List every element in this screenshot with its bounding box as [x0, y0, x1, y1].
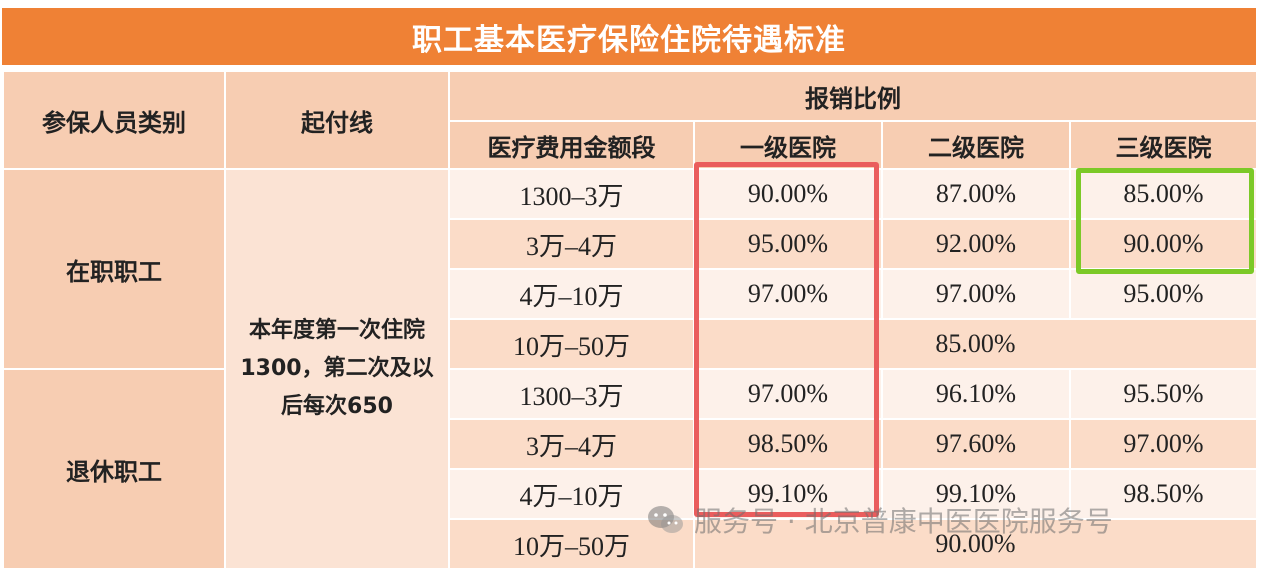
level2-cell: 97.00%	[881, 268, 1071, 320]
level1-cell: 90.00%	[693, 168, 883, 220]
range-cell: 4万–10万	[448, 268, 695, 320]
level1-cell: 98.50%	[693, 418, 883, 470]
insurance-table: 参保人员类别 起付线 报销比例 医疗费用金额段 一级医院 二级医院 三级医院 在…	[2, 70, 1258, 570]
range-cell: 1300–3万	[448, 368, 695, 420]
range-cell: 3万–4万	[448, 418, 695, 470]
level3-cell: 90.00%	[1069, 218, 1258, 270]
table-row: 在职职工 本年度第一次住院1300，第二次及以后每次650 1300–3万 90…	[2, 168, 1258, 570]
level3-cell: 95.00%	[1069, 268, 1258, 320]
header-cost-range: 医疗费用金额段	[448, 120, 695, 170]
level2-cell: 92.00%	[881, 218, 1071, 270]
header-level2: 二级医院	[881, 120, 1071, 170]
merged-ratio-cell: 90.00%	[693, 518, 1258, 570]
watermark: 服务号 · 北京普康中医医院服务号	[646, 500, 1113, 540]
level2-cell: 99.10%	[881, 468, 1071, 520]
level3-cell: 85.00%	[1069, 168, 1258, 220]
group-employed: 在职职工	[2, 168, 226, 370]
wechat-icon	[646, 504, 686, 536]
watermark-text: 服务号 · 北京普康中医医院服务号	[694, 505, 1113, 538]
level3-cell: 95.50%	[1069, 368, 1258, 420]
table-row: 10万–50万 85.00%	[3, 318, 1258, 370]
level2-cell: 96.10%	[881, 368, 1071, 420]
level3-cell: 97.00%	[1069, 418, 1258, 470]
range-cell: 10万–50万	[448, 318, 695, 370]
table-row: 3万–4万 98.50% 97.60% 97.00%	[3, 418, 1258, 470]
header-level1: 一级医院	[693, 120, 883, 170]
table-row: 10万–50万 90.00%	[3, 518, 1258, 570]
header-category: 参保人员类别	[2, 70, 226, 170]
merged-ratio-cell: 85.00%	[693, 318, 1258, 370]
level3-highlight-box	[1076, 168, 1254, 274]
range-cell: 4万–10万	[448, 468, 695, 520]
level1-cell: 97.00%	[693, 268, 883, 320]
level3-cell: 98.50%	[1069, 468, 1258, 520]
range-cell: 10万–50万	[448, 518, 695, 570]
table-row: 3万–4万 95.00% 92.00% 90.00%	[3, 218, 1258, 270]
range-cell: 3万–4万	[448, 218, 695, 270]
level2-cell: 87.00%	[881, 168, 1071, 220]
group-retired: 退休职工	[2, 368, 226, 570]
level1-cell: 99.10%	[693, 468, 883, 520]
table-title: 职工基本医疗保险住院待遇标准	[2, 8, 1256, 65]
range-cell: 1300–3万	[448, 168, 695, 220]
table-row: 4万–10万 97.00% 97.00% 95.00%	[3, 268, 1258, 320]
table-row: 退休职工 1300–3万 97.00% 96.10% 95.50%	[2, 368, 1258, 570]
header-ratio: 报销比例	[448, 70, 1258, 122]
level2-cell: 97.60%	[881, 418, 1071, 470]
level1-cell: 95.00%	[693, 218, 883, 270]
header-level3: 三级医院	[1069, 120, 1258, 170]
table-row: 4万–10万 99.10% 99.10% 98.50%	[3, 468, 1258, 520]
header-start-line: 起付线	[224, 70, 450, 170]
level1-highlight-box	[694, 162, 879, 517]
start-line-text: 本年度第一次住院1300，第二次及以后每次650	[224, 168, 450, 570]
